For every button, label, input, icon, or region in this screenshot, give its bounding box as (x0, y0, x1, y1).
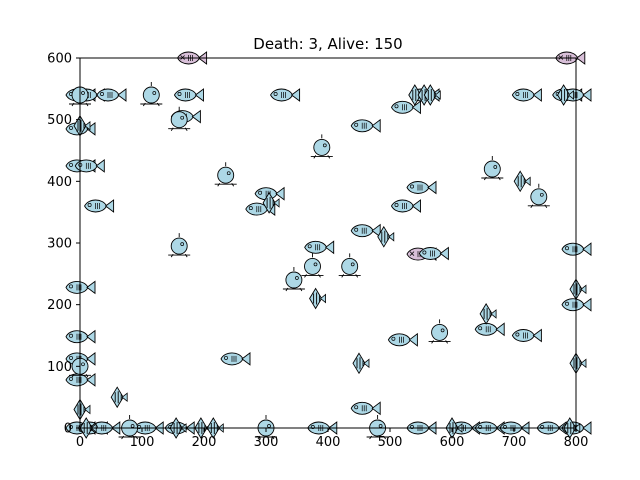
x-tick-label: 300 (254, 435, 279, 450)
x-tick-label: 700 (502, 435, 527, 450)
alive-pufferfish-marker (310, 134, 333, 159)
alive-angelfish-marker (479, 303, 497, 325)
alive-angelfish-marker (352, 352, 370, 375)
alive-fish-marker (390, 100, 421, 115)
alive-angelfish-marker (557, 84, 574, 106)
plot-area (80, 58, 576, 428)
alive-fish-marker (561, 242, 592, 257)
alive-fish-marker (96, 88, 127, 102)
x-tick-label: 400 (316, 435, 341, 450)
alive-pufferfish-marker (140, 82, 163, 107)
alive-angelfish-marker (110, 386, 128, 409)
x-axis: 0 100 200 300 400 500 600 700 800 (76, 428, 589, 450)
x-tick-label: 600 (440, 435, 465, 450)
alive-fish-marker (418, 246, 449, 261)
alive-fish-marker (304, 240, 335, 255)
x-tick-label: 0 (76, 435, 84, 450)
alive-fish-marker (74, 158, 105, 173)
alive-pufferfish-marker (168, 106, 191, 131)
alive-fish-marker (406, 180, 437, 195)
alive-fish-marker (387, 332, 418, 347)
y-tick-label: 200 (47, 298, 72, 313)
alive-fish-marker (350, 223, 381, 238)
alive-pufferfish-marker (338, 253, 361, 278)
alive-fish-marker (270, 88, 301, 102)
y-tick-label: 300 (47, 237, 72, 252)
alive-fish-marker (84, 199, 115, 213)
x-tick-label: 500 (378, 435, 403, 450)
alive-angelfish-marker (423, 84, 441, 106)
alive-angelfish-marker (262, 192, 280, 214)
alive-pufferfish-marker (168, 233, 191, 258)
chart-title: Death: 3, Alive: 150 (253, 35, 402, 53)
alive-fish-marker (511, 88, 542, 102)
y-axis: 0 100 200 300 400 500 600 (47, 52, 80, 437)
alive-fish-marker (65, 329, 96, 344)
alive-fish-marker (65, 280, 96, 295)
alive-pufferfish-marker (428, 319, 451, 344)
x-tick-label: 100 (130, 435, 155, 450)
alive-fish-marker (390, 199, 421, 213)
y-tick-label: 500 (47, 113, 72, 128)
alive-fish-marker (511, 328, 542, 343)
x-tick-label: 800 (564, 435, 589, 450)
alive-fish-marker (350, 401, 381, 416)
alive-angelfish-marker (513, 170, 531, 193)
y-tick-label: 100 (47, 360, 72, 375)
alive-angelfish-marker (377, 225, 395, 248)
alive-fish-marker (561, 297, 592, 312)
alive-fish-marker (220, 351, 251, 366)
alive-angelfish-marker (309, 287, 327, 310)
y-tick-label: 400 (47, 175, 72, 190)
alive-pufferfish-marker (301, 253, 324, 278)
alive-fish-marker (350, 118, 381, 133)
y-tick-label: 0 (64, 422, 72, 437)
alive-pufferfish-marker (214, 162, 237, 187)
y-tick-label: 600 (47, 52, 72, 67)
alive-pufferfish-marker (282, 267, 305, 292)
x-tick-label: 200 (192, 435, 217, 450)
alive-fish-marker (173, 88, 204, 102)
alive-pufferfish-marker (481, 156, 504, 181)
alive-pufferfish-marker (527, 183, 550, 209)
alive-fish-marker (474, 322, 505, 337)
